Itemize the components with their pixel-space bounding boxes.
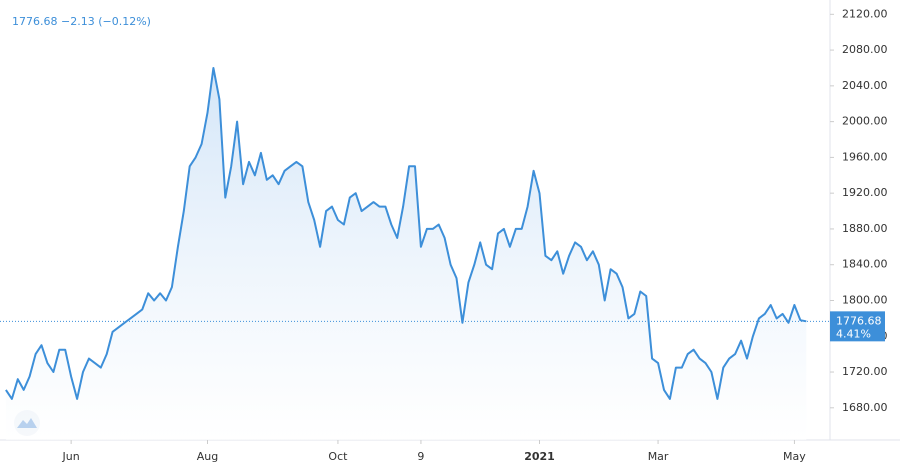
x-tick-label: Mar [648, 450, 669, 463]
y-tick-label: 1720.00 [842, 365, 888, 378]
area [5, 68, 807, 440]
y-tick-label: 2080.00 [842, 43, 888, 56]
x-tick-label: 2021 [524, 450, 555, 463]
price-tag-value: 1776.68 [836, 314, 882, 327]
y-tick-label: 1800.00 [842, 293, 888, 306]
x-tick-label: Oct [328, 450, 348, 463]
y-tick-label: 2120.00 [842, 7, 888, 20]
price-line [5, 67, 807, 400]
x-tick-label: May [783, 450, 806, 463]
y-tick-label: 1880.00 [842, 222, 888, 235]
price-tag [830, 311, 885, 342]
y-tick-label: 2000.00 [842, 115, 888, 128]
price-tag-change: 4.41% [836, 327, 871, 340]
y-tick-label: 2040.00 [842, 79, 888, 92]
x-tick-label: Jun [62, 450, 80, 463]
y-tick-label: 1960.00 [842, 150, 888, 163]
x-tick-label: 9 [417, 450, 424, 463]
y-tick-label: 1680.00 [842, 401, 888, 414]
y-tick-label: 1920.00 [842, 186, 888, 199]
header: 1776.68 −2.13 (−0.12%) [12, 15, 151, 28]
x-tick-label: Aug [197, 450, 218, 463]
y-tick-label: 1840.00 [842, 258, 888, 271]
